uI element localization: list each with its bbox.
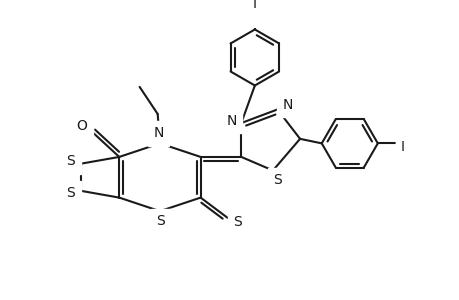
Text: I: I (252, 0, 256, 11)
Text: N: N (226, 114, 236, 128)
Text: N: N (153, 126, 163, 140)
Text: O: O (76, 119, 87, 133)
Text: S: S (67, 186, 75, 200)
Text: S: S (67, 154, 75, 168)
Text: S: S (233, 215, 241, 230)
Text: N: N (282, 98, 292, 112)
Text: I: I (400, 140, 404, 154)
Text: S: S (156, 214, 165, 228)
Text: S: S (273, 173, 281, 188)
